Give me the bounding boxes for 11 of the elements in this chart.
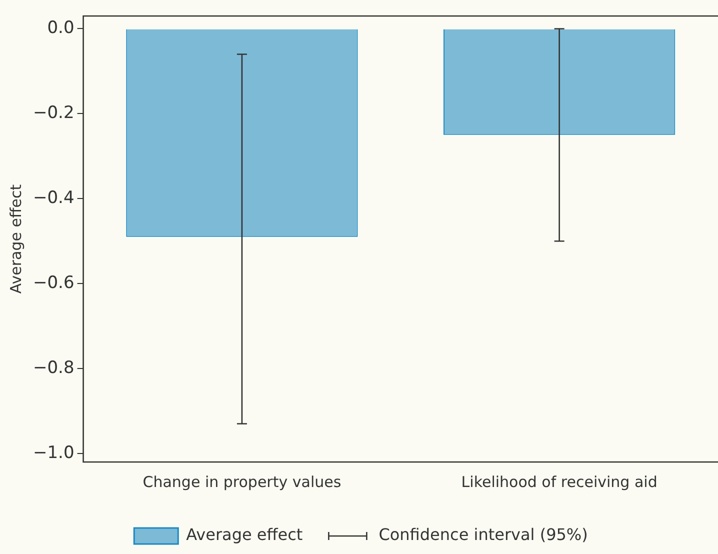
y-tick-label: 0.0 [47, 18, 74, 38]
text: Confidence interval (95%) [378, 525, 588, 544]
x-tick-label: Change in property values [142, 472, 342, 491]
legend-label: Average effect [186, 525, 303, 544]
y-tick-label: −1.0 [33, 442, 74, 463]
y-tick-label: −0.2 [33, 103, 74, 124]
y-axis-title: Average effect [6, 184, 25, 294]
x-tick-label: Likelihood of receiving aid [461, 472, 658, 491]
y-tick-label: −0.4 [33, 188, 74, 208]
y-tick-label: −0.8 [33, 358, 74, 378]
y-tick-label: −0.6 [33, 273, 74, 294]
